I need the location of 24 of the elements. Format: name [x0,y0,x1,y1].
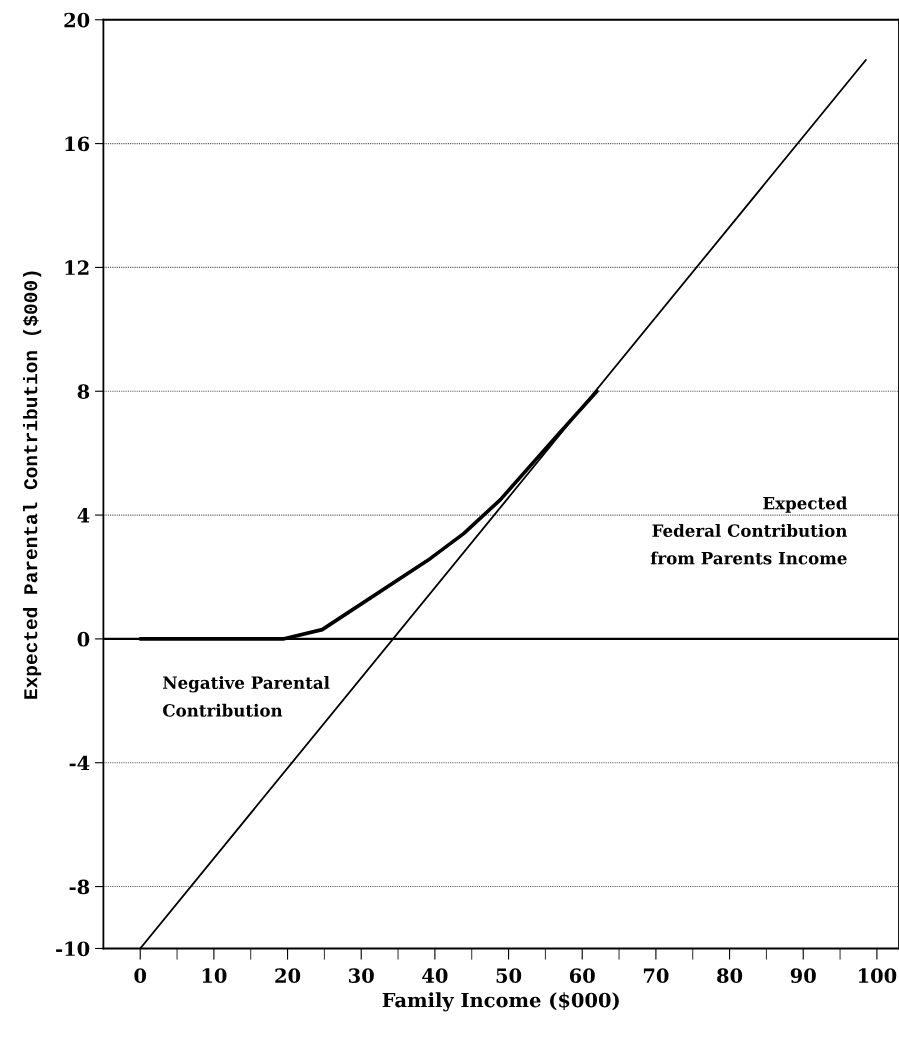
x-tick-label: 90 [790,968,816,983]
x-tick-label: 10 [202,968,227,983]
y-tick-label: 8 [77,384,90,399]
x-tick-label: 20 [275,968,301,983]
y-tick-label: 0 [77,631,90,647]
x-tick-label: 50 [496,968,522,983]
x-tick-label: 60 [569,968,595,983]
x-tick-label: 80 [717,968,743,983]
y-tick-label: -8 [69,879,90,895]
x-tick-label: 30 [349,968,374,983]
y-tick-label: -10 [56,941,90,957]
y-tick-label: 4 [77,508,90,523]
y-axis-title: Expected Parental Contribution ($000) [22,271,42,699]
annotation: Expected Federal Contribution from Parents Income [650,496,848,565]
x-tick-label: 100 [858,968,897,983]
x-axis-title: Family Income ($000) [382,992,619,1012]
annotation: Negative Parental Contribution [163,676,330,717]
x-tick-label: 70 [643,968,669,983]
x-tick-label: 0 [134,968,147,983]
x-tick-label: 40 [422,968,448,983]
y-tick-label: 12 [65,260,89,275]
y-tick-label: 16 [65,136,90,152]
y-tick-label: -4 [69,755,90,771]
y-tick-label: 20 [64,12,90,28]
